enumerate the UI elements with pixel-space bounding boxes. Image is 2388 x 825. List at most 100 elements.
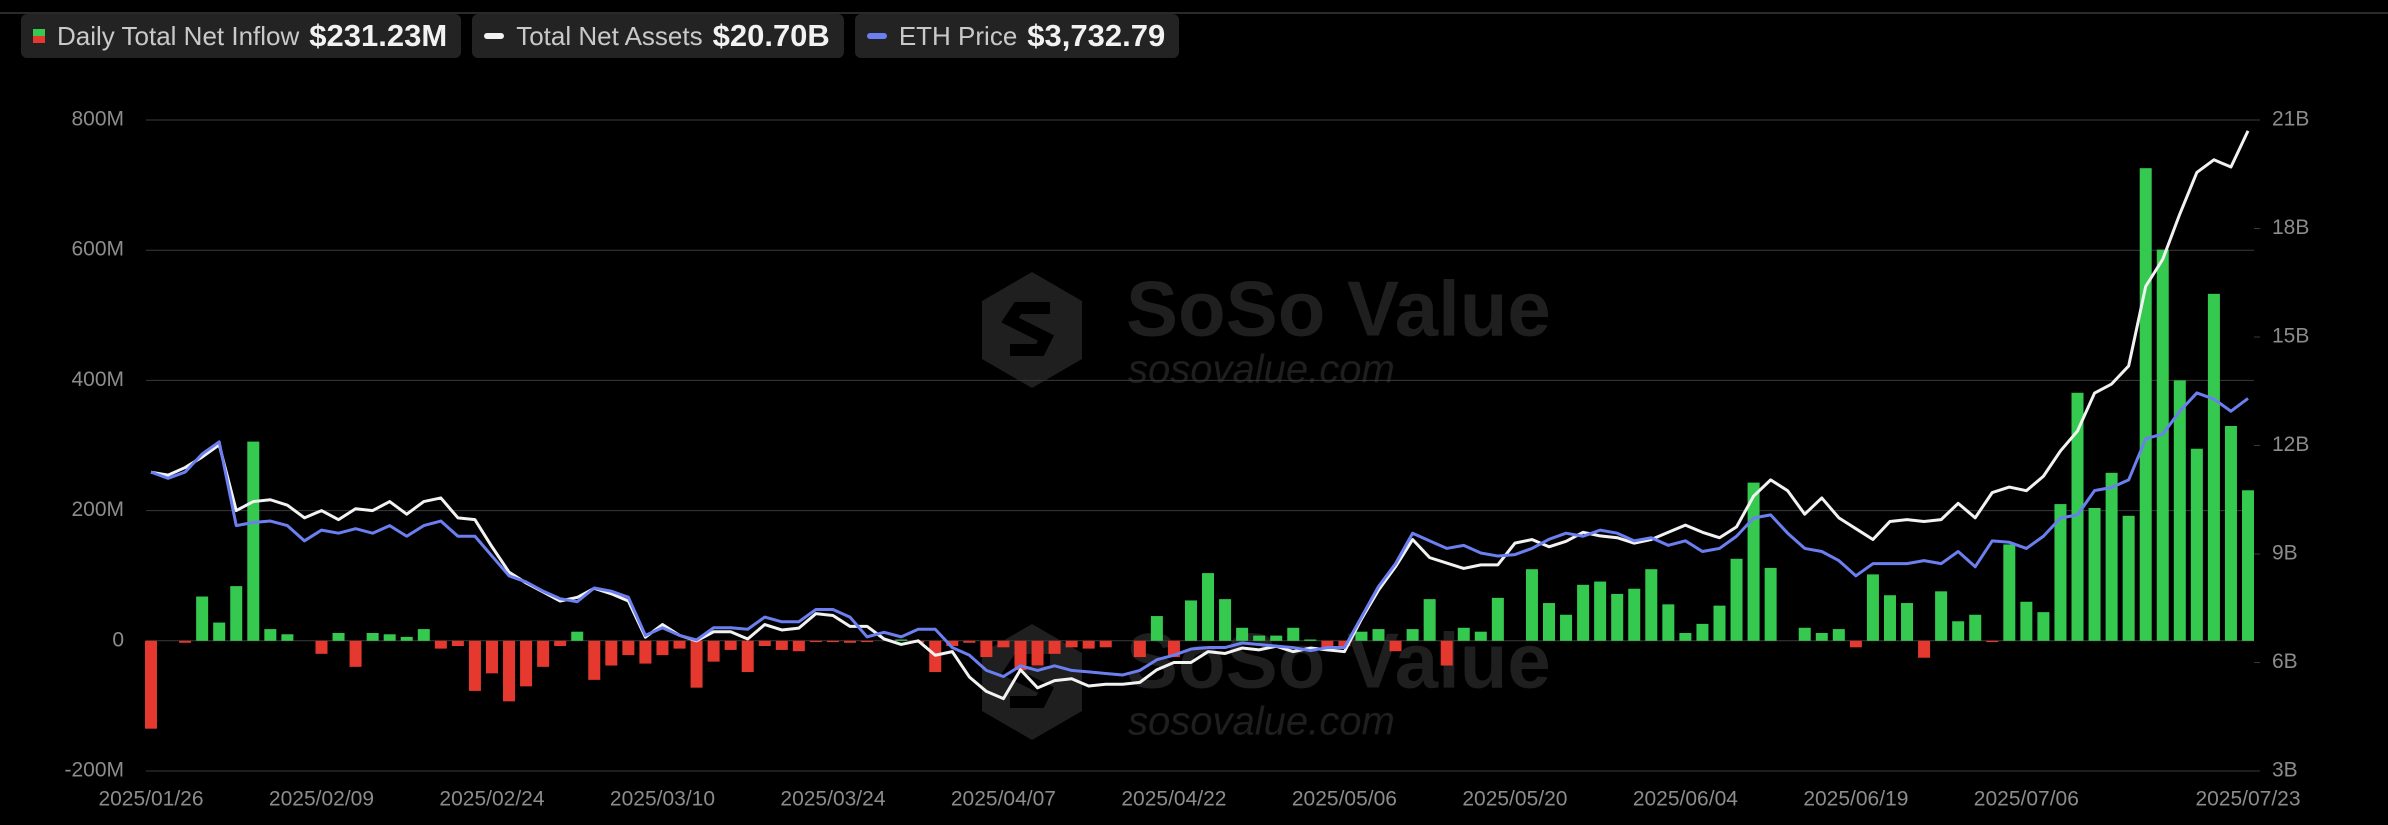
legend-item[interactable]: ETH Price $3,732.79: [854, 14, 1180, 58]
bar: [639, 640, 652, 664]
bar: [1525, 569, 1538, 641]
x-tick-label: 2025/07/23: [2195, 788, 2300, 811]
bar: [622, 640, 635, 656]
y-tick-label: -200M: [64, 759, 124, 782]
bar: [1952, 621, 1965, 641]
bar: [1304, 639, 1317, 641]
bar: [1935, 591, 1948, 641]
bar: [792, 640, 805, 652]
bar: [1082, 640, 1095, 649]
bar: [895, 639, 908, 641]
x-tick-label: 2025/06/19: [1803, 788, 1908, 811]
bar: [1611, 593, 1624, 641]
bar: [1696, 623, 1709, 641]
bar: [1184, 600, 1197, 641]
bar: [2224, 425, 2237, 641]
bar: [861, 640, 874, 643]
bar: [1253, 635, 1266, 641]
bar: [588, 640, 601, 680]
y2-tick-label: 18B: [2272, 216, 2309, 239]
legend-value: $231.23M: [309, 18, 448, 53]
bar: [451, 640, 464, 647]
bar: [468, 640, 481, 691]
bar: [383, 634, 396, 641]
bar: [946, 640, 959, 647]
y2-tick-label: 6B: [2272, 650, 2298, 673]
bar: [2105, 472, 2118, 641]
bar: [724, 640, 737, 650]
bar: [2054, 504, 2067, 641]
bar: [1406, 629, 1419, 641]
bar: [980, 640, 993, 658]
legend-item[interactable]: Daily Total Net Inflow $231.23M: [21, 14, 462, 58]
legend-icon: [33, 29, 45, 43]
bar: [1457, 627, 1470, 641]
bar: [349, 640, 362, 667]
y-tick-label: 800M: [71, 108, 124, 131]
bar: [2139, 168, 2152, 641]
bar: [434, 640, 447, 649]
y-tick-label: 0: [112, 628, 124, 651]
bar: [2071, 392, 2084, 641]
bar: [2003, 544, 2016, 641]
bar: [2088, 507, 2101, 641]
bar: [1287, 627, 1300, 641]
bar: [1832, 629, 1845, 641]
bar: [247, 441, 260, 641]
bar: [1423, 599, 1436, 641]
bar: [537, 640, 550, 667]
legend-icon: [484, 33, 505, 39]
legend-value: $20.70B: [712, 18, 830, 53]
bar: [230, 586, 243, 641]
bar: [1764, 567, 1777, 641]
bar: [707, 640, 720, 662]
bar: [1219, 599, 1232, 641]
bar: [1270, 635, 1283, 641]
bar: [2190, 448, 2203, 641]
bar: [1474, 631, 1487, 641]
legend: Daily Total Net Inflow $231.23M Total Ne…: [21, 14, 1180, 58]
watermark-brand: SoSo Value: [1126, 265, 1551, 353]
bar: [1372, 629, 1385, 641]
y2-tick-label: 21B: [2272, 108, 2309, 131]
bar: [1321, 640, 1334, 648]
legend-icon: [866, 33, 887, 39]
bar: [2207, 293, 2220, 641]
x-tick-label: 2025/05/06: [1292, 788, 1397, 811]
legend-value: $3,732.79: [1027, 18, 1166, 53]
legend-label: Daily Total Net Inflow: [57, 20, 300, 51]
bar: [485, 640, 498, 674]
x-tick-label: 2025/04/07: [951, 788, 1056, 811]
bar: [1662, 604, 1675, 641]
bar: [1866, 574, 1879, 641]
watermark: SoSo Value sosovalue.com SoSo Value soso…: [982, 265, 1551, 744]
bar: [2020, 601, 2033, 641]
bar: [1560, 614, 1573, 641]
x-tick-label: 2025/06/04: [1633, 788, 1738, 811]
legend-item[interactable]: Total Net Assets $20.70B: [472, 14, 844, 58]
bar: [809, 640, 822, 643]
bar: [179, 640, 192, 643]
bar: [145, 640, 157, 729]
bar: [2037, 612, 2050, 641]
y-tick-label: 600M: [71, 238, 124, 261]
bar: [1491, 597, 1504, 641]
y2-tick-label: 15B: [2272, 325, 2309, 348]
bar: [213, 622, 226, 641]
bar: [673, 640, 686, 649]
bar: [690, 640, 703, 688]
legend-label: ETH Price: [898, 20, 1018, 51]
bar: [1355, 631, 1368, 641]
bar: [1236, 627, 1249, 641]
bar: [1440, 640, 1453, 666]
bar: [826, 640, 839, 643]
x-tick-label: 2025/01/26: [98, 788, 203, 811]
x-tick-label: 2025/03/10: [610, 788, 715, 811]
y-tick-label: 200M: [71, 498, 124, 521]
bar: [2173, 380, 2186, 641]
bar: [1628, 588, 1641, 641]
y2-tick-label: 3B: [2272, 759, 2298, 782]
bar: [1048, 640, 1061, 654]
bar: [571, 631, 584, 641]
